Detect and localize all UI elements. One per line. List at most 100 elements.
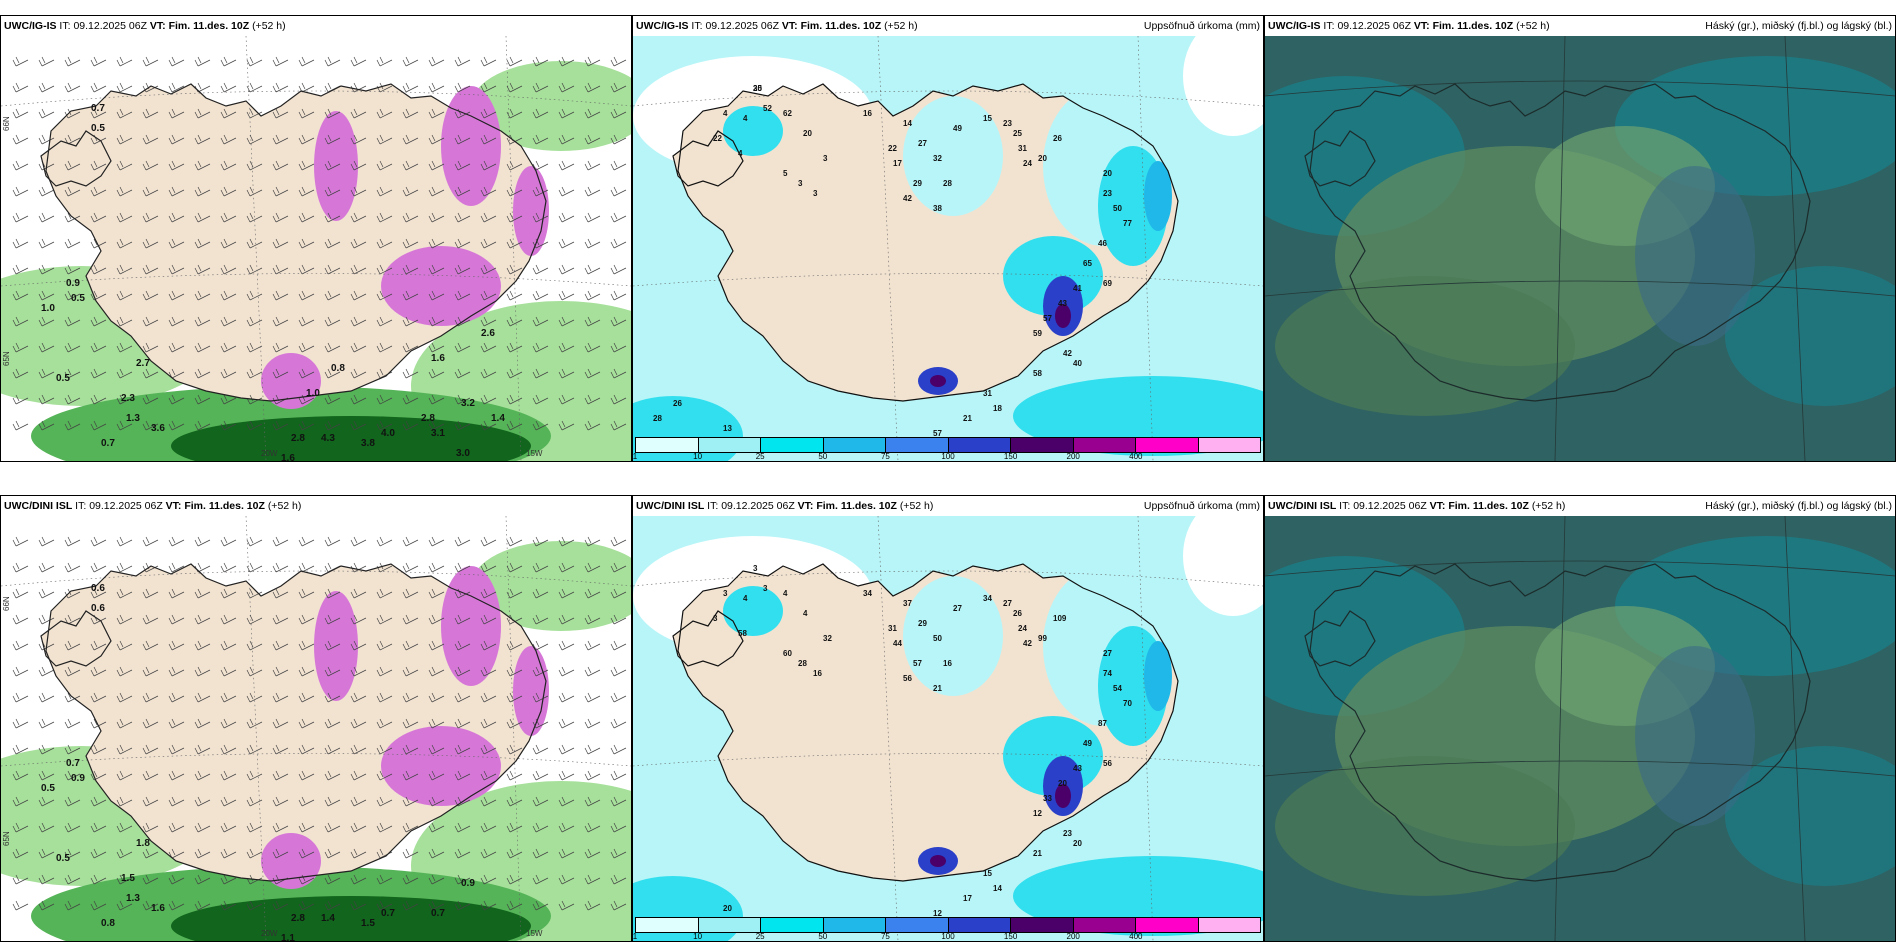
wind-barb (90, 874, 107, 885)
precip-value-label: 1.6 (281, 453, 295, 461)
wind-barb (350, 212, 367, 223)
wind-barb (324, 212, 341, 223)
panel-r1-precip-wind: UWC/IG-IS IT: 09.12.2025 06Z VT: Fim. 11… (0, 15, 632, 462)
wind-barb (64, 562, 81, 573)
wind-barb (402, 160, 419, 171)
wind-barb (428, 82, 445, 93)
wind-barb (194, 160, 211, 171)
wind-barb (480, 822, 497, 833)
wind-barb (324, 316, 341, 327)
wind-barb (116, 848, 133, 859)
wind-barb (194, 134, 211, 145)
latitude-line (1, 90, 631, 107)
wind-barb (428, 212, 445, 223)
wind-barb (64, 82, 81, 93)
land-fill (673, 611, 743, 666)
wind-barb (142, 186, 159, 197)
wind-barb (168, 562, 185, 573)
precip-heavy (171, 416, 531, 461)
wind-barb (272, 420, 289, 431)
wind-barb (220, 692, 237, 703)
coastline (40, 610, 112, 667)
wind-barb (376, 718, 393, 729)
wind-barb (480, 108, 497, 119)
wind-barb (480, 770, 497, 781)
wind-barb (324, 536, 341, 547)
wind-barb (558, 134, 575, 145)
colorbar-tick-label: 150 (1003, 452, 1018, 461)
wind-barb (220, 160, 237, 171)
wind-barb (506, 316, 523, 327)
wind-barb (116, 796, 133, 807)
graticule (1265, 516, 1895, 941)
precip-value-label: 0.6 (91, 583, 105, 594)
wind-barb (38, 588, 55, 599)
wind-barb (90, 770, 107, 781)
wind-barb (532, 588, 549, 599)
precip-amount-label: 50 (933, 634, 942, 643)
latitude-line (633, 570, 1263, 587)
wind-barb (558, 108, 575, 119)
precip-amount-label: 32 (933, 154, 942, 163)
precip-heavy (171, 896, 531, 941)
precip-amount-label: 31 (888, 624, 897, 633)
wind-barb (194, 874, 211, 885)
colorbar-tick-labels: 1 10 25 50 75 100 150 200 400 (633, 452, 1261, 461)
wind-barb (532, 238, 549, 249)
wind-barb (64, 342, 81, 353)
wind-barb (376, 316, 393, 327)
wind-barbs (12, 536, 627, 911)
precip-amount-label: 26 (673, 399, 682, 408)
wind-barb (38, 770, 55, 781)
precip-10 (903, 576, 1003, 696)
precip-amount-label: 25 (1013, 129, 1022, 138)
wind-barb (402, 744, 419, 755)
vt-value: Fim. 11.des. 10Z (1432, 20, 1514, 32)
wind-barb (558, 900, 575, 911)
wind-barb (194, 264, 211, 275)
wind-barb (402, 822, 419, 833)
precip-value-label: 0.7 (381, 908, 395, 919)
wind-barb (532, 394, 549, 405)
wind-barb (454, 666, 471, 677)
wind-barb (12, 394, 29, 405)
wind-barb (142, 614, 159, 625)
precip-value-label: 0.9 (71, 773, 85, 784)
wind-barb (298, 900, 315, 911)
wind-barb (480, 588, 497, 599)
wind-barb (12, 536, 29, 547)
axis-label: 65N (2, 831, 11, 846)
wind-barb (220, 562, 237, 573)
wind-barb (610, 562, 627, 573)
wind-barb (116, 368, 133, 379)
wind-barb (376, 692, 393, 703)
wind-barb (116, 562, 133, 573)
wind-barb (350, 186, 367, 197)
wind-barb (454, 874, 471, 885)
wind-barb (220, 770, 237, 781)
wind-barb (480, 796, 497, 807)
wind-barb (506, 82, 523, 93)
panel-header: UWC/DINI ISL IT: 09.12.2025 06Z VT: Fim.… (1, 496, 631, 516)
precip-amount-label: 14 (993, 884, 1002, 893)
wind-barb (454, 186, 471, 197)
precip-amount-label: 23 (1063, 829, 1072, 838)
wind-barb (116, 900, 133, 911)
wind-barb (584, 822, 601, 833)
wind-barb (376, 342, 393, 353)
wind-barb (168, 822, 185, 833)
wind-barb (246, 666, 263, 677)
panel-title: Háský (gr.), miðský (fj.bl.) og lágský (… (1705, 20, 1892, 32)
vt-label: VT: (781, 20, 798, 32)
precip-amount-label: 56 (903, 674, 912, 683)
wind-barb (220, 56, 237, 67)
wind-barb (298, 316, 315, 327)
wind-barb (610, 212, 627, 223)
precip-25 (1013, 376, 1263, 456)
wind-barb (142, 420, 159, 431)
precip-25 (723, 586, 783, 636)
cloud-mid (1275, 276, 1575, 416)
wind-barb (246, 238, 263, 249)
wind-barb (428, 186, 445, 197)
vt-label: VT: (165, 500, 182, 512)
